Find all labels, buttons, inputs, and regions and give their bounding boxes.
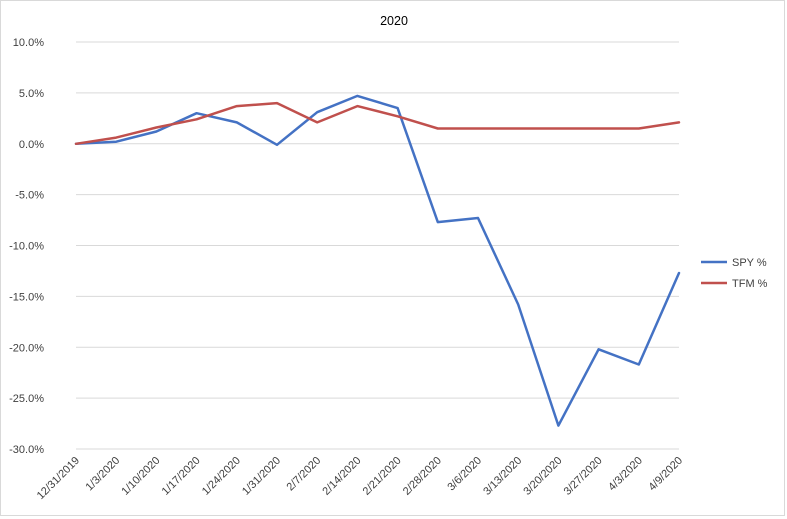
y-tick-label: -10.0%: [9, 241, 44, 253]
y-tick-label: -30.0%: [9, 444, 44, 456]
x-axis-ticks: 12/31/2019 1/3/20201/10/20201/17/20201/24…: [35, 455, 685, 502]
legend-label: TFM %: [732, 278, 768, 290]
x-tick-label: 1/10/2020: [119, 455, 162, 498]
x-tick-label: 2/7/2020: [285, 455, 324, 494]
x-tick-label: 12/31/2019: [35, 455, 82, 502]
x-tick-label: 1/31/2020: [240, 455, 283, 498]
x-tick-label: 3/13/2020: [481, 455, 524, 498]
gridlines: [76, 41, 679, 450]
y-axis-ticks: 10.0% 5.0% 0.0% -5.0% -10.0% -15.0% -20.0% -25.…: [9, 37, 44, 456]
x-tick-label: 1/3/2020: [84, 455, 123, 494]
y-tick-label: 0.0%: [19, 139, 44, 151]
series-lines: [74, 94, 681, 427]
x-tick-label: 2/28/2020: [401, 455, 444, 498]
x-tick-label: 3/20/2020: [521, 455, 564, 498]
x-tick-label: 1/24/2020: [200, 455, 243, 498]
chart-title: 2020: [380, 14, 408, 28]
y-tick-label: -5.0%: [15, 190, 44, 202]
y-tick-label: -25.0%: [9, 393, 44, 405]
x-tick-label: 4/9/2020: [646, 455, 685, 494]
legend: SPY % TFM %: [701, 257, 768, 290]
x-axis: [76, 143, 679, 450]
x-tick-label: 1/17/2020: [160, 455, 203, 498]
y-tick-label: 5.0%: [19, 88, 44, 100]
x-tick-label: 2/21/2020: [361, 455, 404, 498]
x-tick-label: 4/3/2020: [606, 455, 645, 494]
x-tick-label: 3/6/2020: [445, 455, 484, 494]
series-line-spy: [74, 94, 681, 427]
y-tick-label: 10.0%: [13, 37, 44, 49]
y-tick-label: -15.0%: [9, 291, 44, 303]
series-line-tfm: [74, 101, 681, 146]
y-tick-label: -20.0%: [9, 342, 44, 354]
x-tick-label: 2/14/2020: [320, 455, 363, 498]
x-tick-label: 3/27/2020: [562, 455, 605, 498]
legend-label: SPY %: [732, 257, 767, 269]
